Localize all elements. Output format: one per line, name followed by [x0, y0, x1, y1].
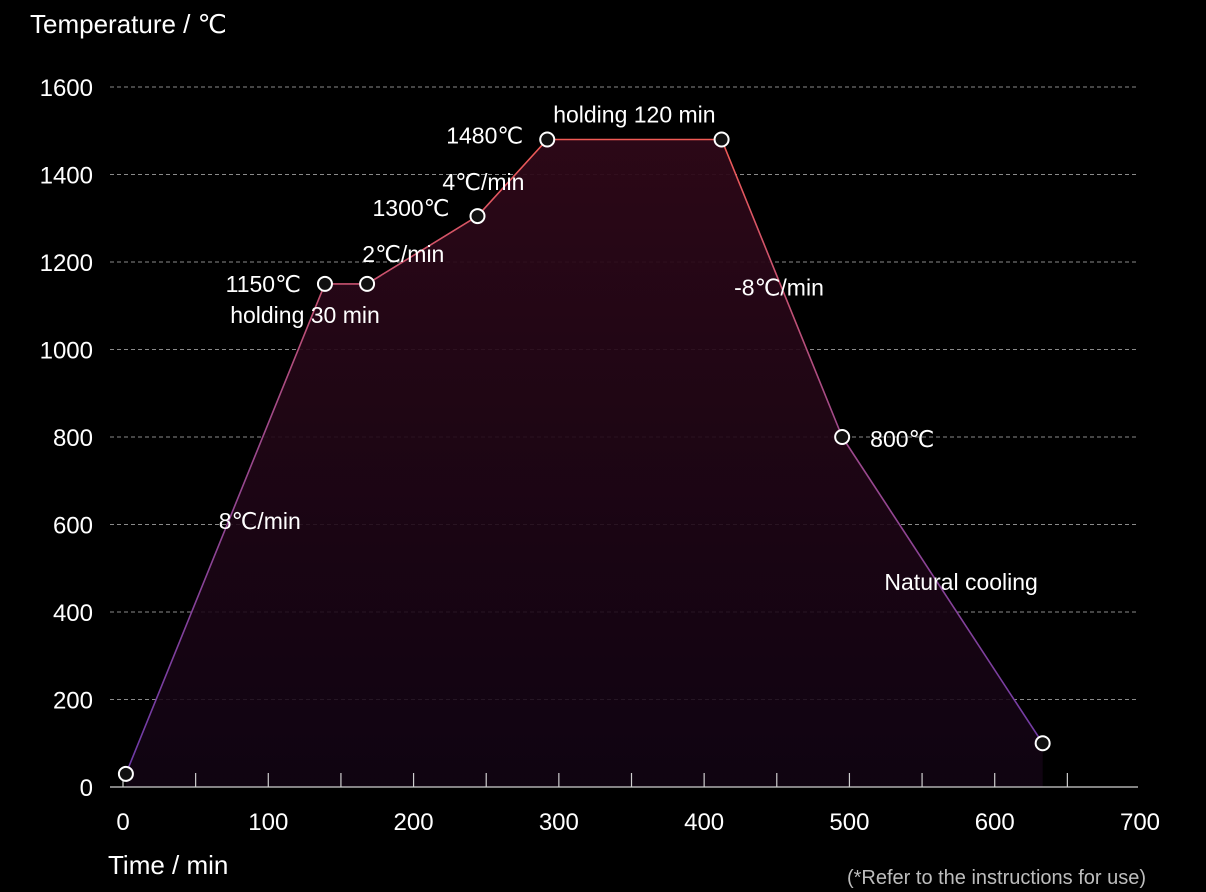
data-point: [539, 131, 556, 148]
annotation-label: holding 30 min: [230, 302, 380, 328]
data-point: [117, 765, 134, 782]
y-tick-label: 800: [53, 425, 93, 452]
y-tick-label: 1000: [40, 338, 93, 365]
y-tick-label: 400: [53, 600, 93, 627]
x-axis: [110, 773, 1138, 788]
annotation-label: -8℃/min: [734, 274, 824, 300]
data-point: [1034, 735, 1051, 752]
x-tick-label: 300: [539, 809, 579, 836]
x-tick-label: 500: [829, 809, 869, 836]
y-tick-label: 1400: [40, 163, 93, 190]
annotation-label: 1150℃: [226, 271, 301, 297]
area-fill: [125, 139, 1043, 787]
data-point: [469, 208, 486, 225]
data-points: [117, 131, 1051, 782]
x-tick-label: 0: [116, 809, 129, 836]
annotation-label: 800℃: [870, 426, 934, 452]
x-tick-label: 600: [975, 809, 1015, 836]
annotation-label: 1300℃: [372, 195, 449, 221]
annotation-label: 2℃/min: [362, 241, 444, 267]
y-tick-labels: 0 200 400 600 800 1000 1200 1400 1600: [40, 75, 93, 802]
y-tick-label: 1600: [40, 75, 93, 102]
data-point: [359, 275, 376, 292]
x-tick-label: 200: [394, 809, 434, 836]
annotation-label: 4℃/min: [442, 169, 524, 195]
y-tick-label: 0: [80, 775, 93, 802]
annotation-label: 1480℃: [446, 123, 523, 149]
x-tick-label: 100: [248, 809, 288, 836]
data-point: [834, 429, 851, 445]
annotation-label: holding 120 min: [553, 102, 715, 128]
annotation-label: Natural cooling: [884, 569, 1037, 595]
y-tick-label: 600: [53, 513, 93, 540]
x-tick-label: 400: [684, 809, 724, 836]
annotation-label: 8℃/min: [219, 508, 301, 534]
y-axis-title: Temperature / ℃: [30, 9, 227, 39]
data-point: [316, 275, 333, 292]
x-tick-labels: 0 100 200 300 400 500 600 700: [116, 809, 1160, 836]
footnote: (*Refer to the instructions for use): [847, 867, 1146, 889]
x-tick-label: 700: [1120, 809, 1160, 836]
data-point: [713, 131, 730, 148]
y-tick-label: 1200: [40, 250, 93, 277]
y-tick-label: 200: [53, 688, 93, 715]
annotations: 1150℃ holding 30 min 1300℃ 2℃/min 1480℃ holdi…: [219, 102, 1038, 596]
x-axis-title: Time / min: [108, 850, 228, 880]
area-polygon: [125, 139, 1043, 787]
